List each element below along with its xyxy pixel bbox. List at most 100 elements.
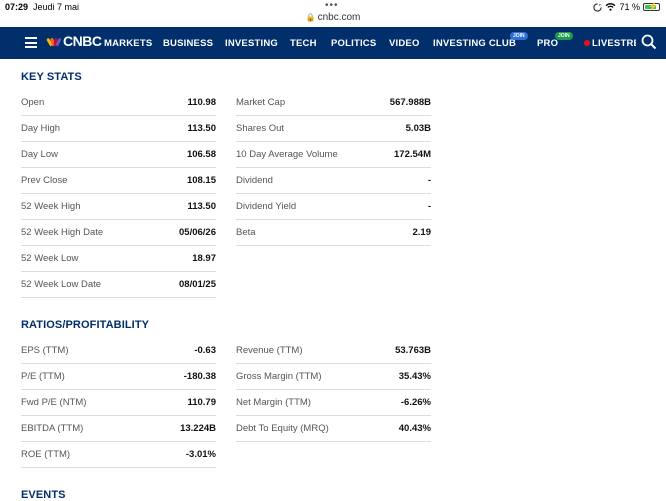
ratio-label: Gross Margin (TTM) (236, 371, 322, 382)
stat-row: Day High 113.50 (21, 116, 216, 142)
ratio-row: Net Margin (TTM) -6.26% (236, 390, 431, 416)
hamburger-menu-icon[interactable] (25, 37, 37, 48)
stat-row: Dividend Yield - (236, 194, 431, 220)
cnbc-logo[interactable]: CNBC (46, 33, 102, 49)
nav-item-markets[interactable]: MARKETS (104, 38, 153, 49)
ratio-label: ROE (TTM) (21, 449, 71, 460)
stat-label: Market Cap (236, 97, 286, 108)
stat-value: 05/06/26 (179, 227, 216, 238)
ratio-label: P/E (TTM) (21, 371, 65, 382)
ratio-label: EPS (TTM) (21, 345, 69, 356)
stat-label: Prev Close (21, 175, 68, 186)
stat-row: Day Low 106.58 (21, 142, 216, 168)
ratio-row: EBITDA (TTM) 13.224B (21, 416, 216, 442)
stat-value: 113.50 (187, 201, 216, 212)
ratio-row: Fwd P/E (NTM) 110.79 (21, 390, 216, 416)
live-dot-icon (584, 40, 590, 46)
nav-item-politics[interactable]: POLITICS (331, 38, 377, 49)
nav-item-pro[interactable]: PRO (537, 38, 559, 49)
multitasking-dots[interactable]: ••• (325, 0, 339, 11)
stat-value: 5.03B (405, 123, 431, 134)
ratio-row: Revenue (TTM) 53.763B (236, 338, 431, 364)
nav-item-business[interactable]: BUSINESS (163, 38, 214, 49)
address-bar[interactable]: 🔒 cnbc.com (0, 12, 666, 26)
ratio-value: -6.26% (400, 397, 431, 408)
stat-label: Day High (21, 123, 61, 134)
stat-value: 108.15 (186, 175, 216, 186)
nav-item-investing[interactable]: INVESTING (225, 38, 279, 49)
key-stats-title: KEY STATS (21, 71, 82, 83)
ratio-value: -180.38 (183, 371, 216, 382)
nav-item-tech[interactable]: TECH (290, 38, 317, 49)
pro-join-badge[interactable]: JOIN (555, 32, 573, 40)
nav-item-video[interactable]: VIDEO (389, 38, 420, 49)
stat-label: 52 Week Low Date (21, 279, 102, 290)
stat-row: Open 110.98 (21, 90, 216, 116)
key-stats-left-column: Open 110.98 Day High 113.50 Day Low 106.58 … (21, 90, 216, 298)
ratio-label: Fwd P/E (NTM) (21, 397, 87, 408)
search-icon[interactable] (641, 34, 657, 50)
status-bar: 07:29 Jeudi 7 mai ••• 71 % ⚡ (0, 0, 666, 14)
stat-value: - (427, 201, 431, 212)
nav-item-livestream[interactable]: LIVESTREA (584, 38, 636, 49)
events-title: EVENTS (21, 489, 66, 501)
stat-row: 10 Day Average Volume 172.54M (236, 142, 431, 168)
stat-row: 52 Week Low 18.97 (21, 246, 216, 272)
ratio-value: -3.01% (185, 449, 216, 460)
stat-row: Prev Close 108.15 (21, 168, 216, 194)
ratio-row: Gross Margin (TTM) 35.43% (236, 364, 431, 390)
stat-label: Day Low (21, 149, 58, 160)
stat-label: Open (21, 97, 45, 108)
stat-value: 2.19 (412, 227, 432, 238)
stat-value: 08/01/25 (179, 279, 216, 290)
stat-value: 172.54M (394, 149, 431, 160)
url-text: cnbc.com (317, 12, 361, 23)
battery-icon: ⚡ (643, 2, 660, 11)
ratio-row: EPS (TTM) -0.63 (21, 338, 216, 364)
investing-club-join-badge[interactable]: JOIN (510, 32, 528, 40)
main-nav: CNBC MARKETS BUSINESS INVESTING TECH POL… (0, 27, 666, 59)
status-time: 07:29 (5, 2, 29, 12)
ratio-value: 53.763B (395, 345, 431, 356)
stat-label: 52 Week High Date (21, 227, 104, 238)
stat-row: Market Cap 567.988B (236, 90, 431, 116)
stat-row: Beta 2.19 (236, 220, 431, 246)
ratio-label: Revenue (TTM) (236, 345, 303, 356)
screen-lock-icon (593, 2, 603, 12)
stat-row: Dividend - (236, 168, 431, 194)
stat-value: 567.988B (389, 97, 431, 108)
ratio-value: 40.43% (398, 423, 431, 434)
stat-label: Dividend (236, 175, 273, 186)
stat-row: Shares Out 5.03B (236, 116, 431, 142)
stat-label: Beta (236, 227, 256, 238)
ratio-label: EBITDA (TTM) (21, 423, 84, 434)
stat-value: 18.97 (192, 253, 216, 264)
key-stats-right-column: Market Cap 567.988B Shares Out 5.03B 10 Da… (236, 90, 431, 246)
stat-row: 52 Week High Date 05/06/26 (21, 220, 216, 246)
logo-text: CNBC (63, 33, 102, 49)
ratios-right-column: Revenue (TTM) 53.763B Gross Margin (TTM) 3… (236, 338, 431, 442)
stat-label: Shares Out (236, 123, 285, 134)
nav-item-investing-club[interactable]: INVESTING CLUB (433, 38, 517, 49)
wifi-icon (606, 3, 616, 11)
stat-row: 52 Week Low Date 08/01/25 (21, 272, 216, 298)
ratio-label: Debt To Equity (MRQ) (236, 423, 329, 434)
ratios-title: RATIOS/PROFITABILITY (21, 319, 150, 331)
status-indicators: 71 % ⚡ (593, 2, 660, 12)
ratio-value: 35.43% (398, 371, 431, 382)
ratio-value: -0.63 (194, 345, 216, 356)
stat-label: 10 Day Average Volume (236, 149, 338, 160)
stat-row: 52 Week High 113.50 (21, 194, 216, 220)
stat-value: 113.50 (187, 123, 216, 134)
stat-value: - (427, 175, 431, 186)
stat-label: 52 Week High (21, 201, 81, 212)
battery-percent: 71 % (619, 2, 640, 12)
livestream-label: LIVESTREA (592, 38, 636, 49)
lock-icon: 🔒 (305, 13, 316, 22)
peacock-icon (46, 36, 62, 47)
status-date: Jeudi 7 mai (33, 2, 80, 12)
ratio-row: Debt To Equity (MRQ) 40.43% (236, 416, 431, 442)
stat-value: 110.98 (187, 97, 216, 108)
stat-label: 52 Week Low (21, 253, 79, 264)
ratio-label: Net Margin (TTM) (236, 397, 311, 408)
